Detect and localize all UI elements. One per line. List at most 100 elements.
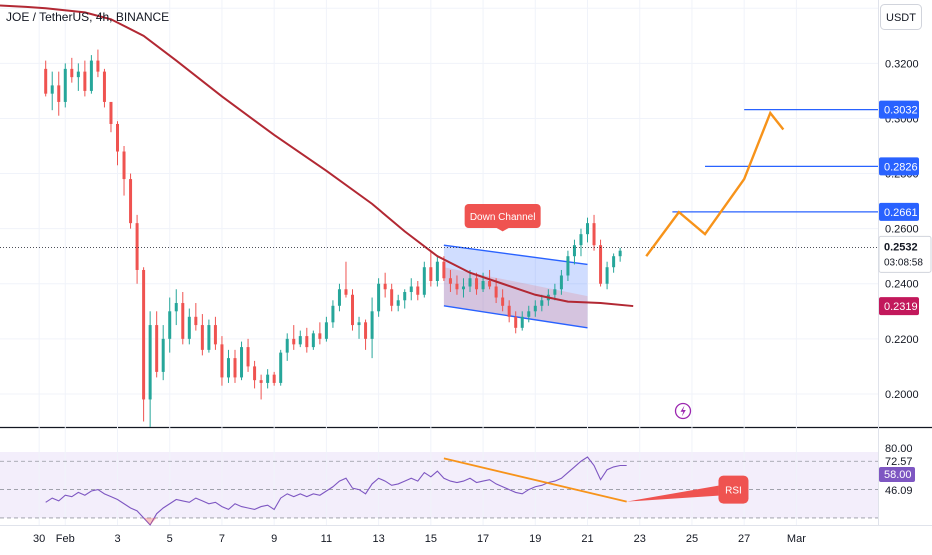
candle-body	[311, 333, 315, 348]
candle-body	[116, 123, 120, 152]
candle	[507, 300, 511, 323]
candle-body	[102, 71, 106, 102]
candle	[259, 374, 263, 400]
candle	[102, 68, 106, 108]
candle	[572, 239, 576, 265]
time-tick: 15	[425, 533, 437, 545]
price-tick: 0.2600	[885, 224, 919, 236]
candle-body	[174, 303, 178, 312]
time-tick: 9	[271, 533, 277, 545]
candle-body	[435, 261, 439, 281]
time-axis[interactable]: 30 Feb 3 5 7 9 11 13 15 17 19 21 23 25 27 Mar	[33, 533, 806, 545]
candle-body	[377, 283, 381, 312]
lightning-icon[interactable]	[674, 402, 692, 420]
rsi-tick: 80.00	[885, 443, 913, 455]
candle	[383, 272, 387, 298]
candle	[96, 49, 100, 78]
candle	[246, 338, 250, 372]
candle	[220, 336, 224, 386]
candle-body	[364, 322, 368, 339]
candle-body	[507, 305, 511, 317]
candle	[70, 57, 74, 83]
rsi-value-label: 58.00	[884, 469, 912, 481]
candle	[122, 146, 126, 196]
candle	[89, 55, 93, 94]
candle-body	[279, 352, 283, 383]
time-tick: 25	[686, 533, 698, 545]
candle-body	[559, 275, 563, 290]
candle-body	[396, 300, 400, 306]
candle-body	[213, 325, 217, 345]
candle-body	[181, 303, 185, 339]
candle-body	[514, 316, 518, 328]
candle-body	[390, 289, 394, 306]
candle-body	[109, 101, 113, 124]
candle-body	[194, 316, 198, 326]
down-channel[interactable]	[443, 244, 588, 329]
candle-body	[461, 286, 465, 290]
candle	[129, 173, 133, 229]
candle-body	[599, 245, 603, 284]
candle	[553, 283, 557, 301]
candle-body	[155, 325, 159, 372]
candle-body	[298, 336, 302, 345]
bar-countdown: 03:08:58	[884, 257, 923, 268]
candle	[240, 341, 244, 381]
candle	[155, 311, 159, 378]
time-tick: 13	[372, 533, 384, 545]
candle-body	[429, 267, 433, 281]
candle-body	[292, 338, 296, 345]
candle	[448, 269, 452, 293]
candle-body	[553, 289, 557, 295]
candle	[351, 289, 355, 331]
candle-body	[618, 250, 622, 257]
candle	[213, 316, 217, 350]
horizontal-levels[interactable]	[672, 108, 878, 213]
time-tick: 23	[634, 533, 646, 545]
candle	[266, 369, 270, 389]
rsi-tick: 72.57	[885, 456, 913, 468]
currency-button[interactable]: USDT	[880, 4, 922, 30]
candle-body	[135, 223, 139, 270]
candle	[233, 349, 237, 383]
last-price-label: 0.2532	[884, 241, 918, 253]
channel-fill	[443, 245, 588, 328]
candle	[409, 278, 413, 301]
candle	[475, 272, 479, 295]
rsi-callout	[718, 475, 749, 504]
down-channel-callout	[464, 204, 541, 228]
projection-path[interactable]	[645, 110, 785, 257]
candle	[76, 63, 80, 91]
candle	[390, 283, 394, 312]
candle	[592, 214, 596, 251]
candle-body	[448, 278, 452, 284]
candle	[194, 303, 198, 331]
candle	[481, 272, 485, 293]
candle	[57, 71, 61, 116]
candle-body	[488, 280, 492, 287]
time-tick: Mar	[787, 533, 806, 545]
candle-body	[246, 347, 250, 367]
candle-body	[566, 256, 570, 276]
candle	[344, 261, 348, 298]
candle	[253, 360, 257, 389]
time-tick: 7	[219, 533, 225, 545]
time-tick: 3	[114, 533, 120, 545]
price-axis[interactable]: 0.34000.32000.30000.28000.26000.24000.22…	[878, 3, 932, 497]
candle	[83, 60, 87, 97]
rsi-value-badge	[879, 467, 915, 482]
candle-body	[579, 234, 583, 246]
rsi-pointer	[626, 485, 719, 502]
candle-body	[148, 325, 152, 400]
annotations[interactable]: Down Channel RSI	[464, 204, 749, 504]
time-tick: 17	[477, 533, 489, 545]
candle	[533, 300, 537, 317]
moving-average	[0, 4, 878, 308]
candle	[612, 253, 616, 273]
candle	[279, 349, 283, 386]
time-tick: Feb	[56, 533, 75, 545]
candle-body	[357, 322, 361, 326]
candle-body	[344, 289, 348, 295]
